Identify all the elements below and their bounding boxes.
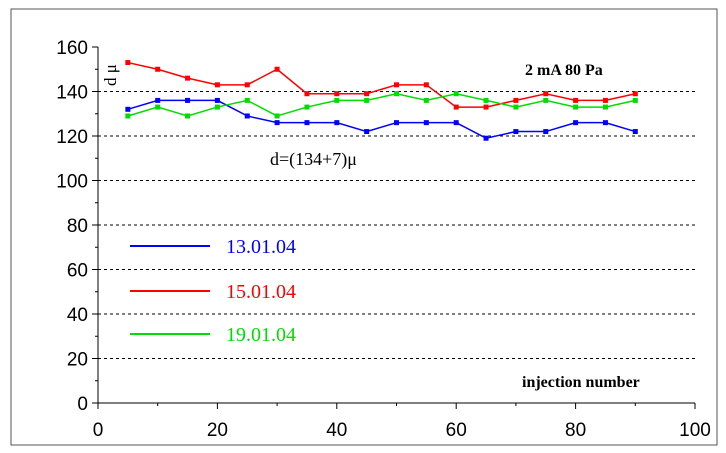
series-line (127, 92, 636, 117)
legend-label: 15.01.04 (226, 281, 296, 303)
y-tick-label: 100 (56, 172, 88, 193)
data-point (573, 120, 579, 126)
data-point (334, 120, 340, 126)
data-point (632, 129, 638, 135)
data-point (483, 135, 489, 141)
y-tick-label: 120 (56, 127, 88, 148)
x-tick-label: 80 (565, 420, 586, 441)
y-axis-label: d μ (101, 64, 120, 86)
conditions-annotation: 2 mA 80 Pa (525, 62, 603, 79)
data-point (453, 104, 459, 110)
data-point (214, 82, 220, 88)
data-point (423, 82, 429, 88)
axes (92, 46, 696, 409)
data-point (394, 91, 399, 97)
data-point (632, 97, 638, 103)
y-tick-label: 60 (67, 261, 88, 282)
data-point (513, 129, 519, 135)
legend: 13.01.04 15.01.04 19.01.04 (130, 236, 296, 346)
data-point (513, 97, 519, 103)
data-point (602, 97, 608, 103)
x-tick-label: 100 (679, 420, 711, 441)
data-point (125, 113, 131, 119)
data-point (394, 120, 399, 126)
data-point (304, 104, 310, 110)
x-tick-label: 0 (93, 420, 104, 441)
data-point (334, 91, 340, 97)
x-tick-label: 60 (446, 420, 467, 441)
data-point (513, 104, 519, 110)
data-point (244, 82, 250, 88)
data-point (334, 97, 340, 103)
data-point (543, 97, 549, 103)
series-line (127, 61, 636, 108)
data-point (185, 113, 191, 119)
data-point (214, 97, 220, 103)
data-point (364, 91, 370, 97)
data-point (214, 104, 220, 110)
x-axis-label: injection number (522, 374, 640, 391)
data-point (364, 129, 370, 135)
mean-annotation: d=(134+7)μ (270, 149, 357, 170)
data-point (274, 66, 280, 72)
data-point (274, 113, 280, 119)
y-tick-label: 80 (67, 216, 88, 237)
x-tick-labels: 0 20 40 60 80 100 (93, 420, 711, 441)
data-point (244, 113, 250, 119)
data-point (274, 120, 280, 126)
chart-frame (10, 8, 718, 446)
data-point (602, 104, 608, 110)
data-point (602, 120, 608, 126)
data-point (125, 106, 131, 112)
data-point (483, 104, 489, 110)
data-point (155, 97, 161, 103)
data-point (185, 97, 191, 103)
y-tick-label: 40 (67, 305, 88, 326)
data-point (394, 82, 399, 88)
y-tick-labels: 0 20 40 60 80 100 120 140 160 (56, 38, 88, 415)
y-tick-label: 0 (77, 394, 88, 415)
legend-label: 13.01.04 (226, 236, 296, 258)
series-line (127, 99, 636, 140)
data-point (453, 120, 459, 126)
y-tick-label: 20 (67, 350, 88, 371)
data-point (304, 120, 310, 126)
data-point (125, 60, 131, 66)
data-point (185, 75, 191, 81)
data-series (125, 60, 638, 141)
data-point (543, 129, 549, 135)
data-point (453, 91, 459, 97)
y-tick-label: 140 (56, 83, 88, 104)
data-point (573, 104, 579, 110)
data-point (543, 91, 549, 97)
data-point (423, 120, 429, 126)
data-point (573, 97, 579, 103)
data-point (423, 97, 429, 103)
data-point (155, 104, 161, 110)
x-tick-label: 40 (326, 420, 347, 441)
data-point (304, 91, 310, 97)
x-tick-label: 20 (207, 420, 228, 441)
data-point (155, 66, 161, 72)
data-point (364, 97, 370, 103)
data-point (483, 97, 489, 103)
data-point (632, 91, 638, 97)
data-point (244, 97, 250, 103)
legend-label: 19.01.04 (226, 324, 296, 346)
y-tick-label: 160 (56, 38, 88, 59)
